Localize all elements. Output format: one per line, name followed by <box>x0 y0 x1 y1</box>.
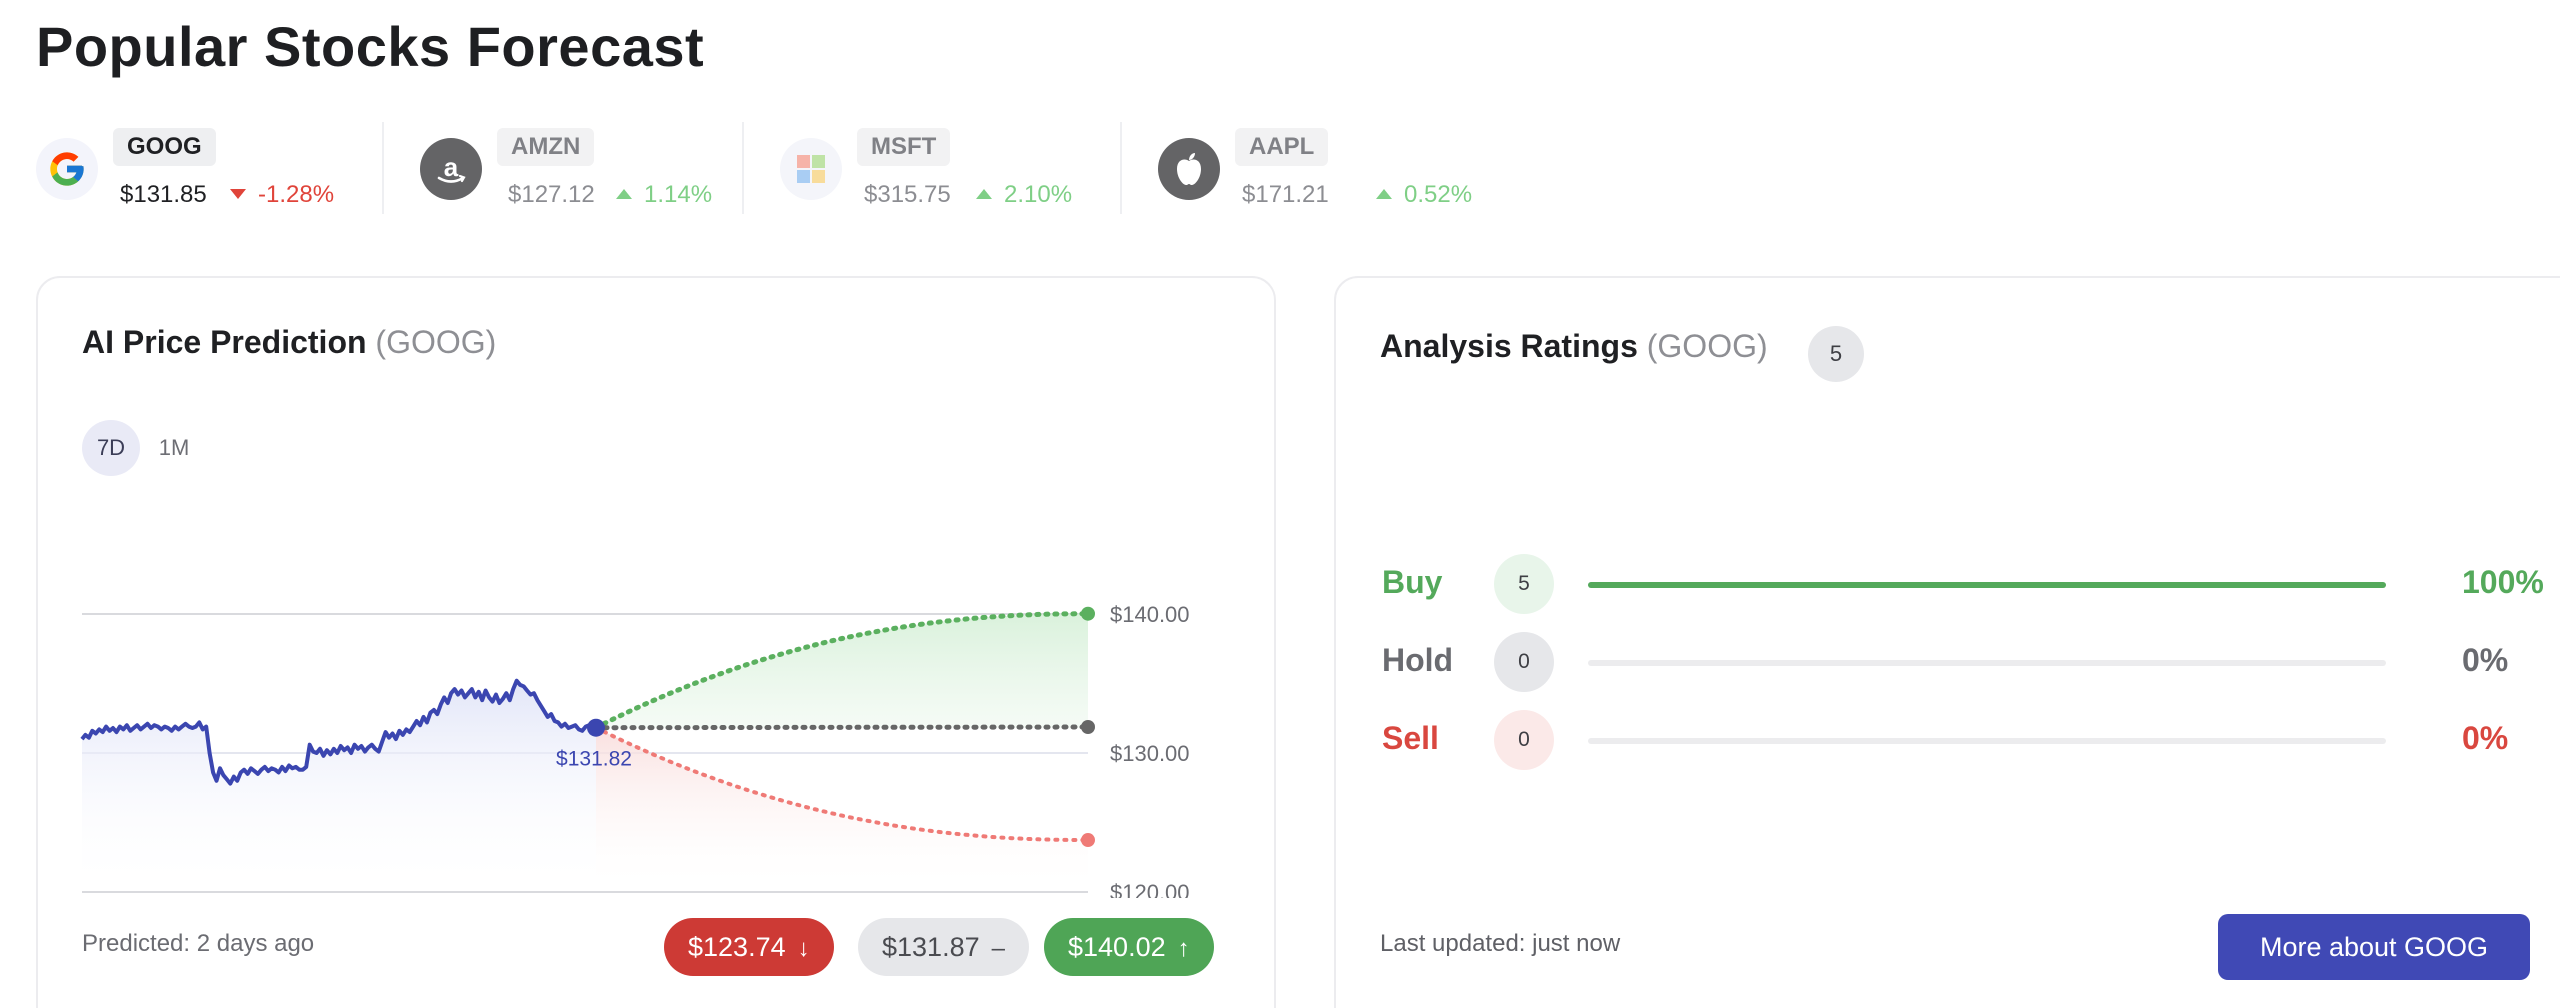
divider <box>1120 122 1122 214</box>
ticker-aapl[interactable]: AAPL $171.21 0.52% <box>1158 122 1472 218</box>
rating-badge: 0 <box>1494 710 1554 770</box>
rating-bar-track <box>1588 660 2386 666</box>
ticker-price: $171.21 <box>1242 181 1329 208</box>
rating-count-badge: 5 <box>1808 326 1864 382</box>
current-price-label: $131.82 <box>556 748 632 771</box>
forecast-low-area <box>596 727 1088 892</box>
dash-icon: – <box>991 935 1005 962</box>
forecast-avg-line <box>593 724 1091 731</box>
last-updated-label: Last updated: just now <box>1380 930 1621 957</box>
history-line <box>80 678 598 786</box>
more-about-button[interactable]: More about GOOG <box>2218 914 2530 980</box>
ticker-change: 1.14% <box>616 180 712 210</box>
page-title: Popular Stocks Forecast <box>36 15 705 78</box>
triangle-down-icon <box>230 188 246 199</box>
rating-badge: 0 <box>1494 632 1554 692</box>
avg-forecast-pill[interactable]: $131.87– <box>858 918 1029 976</box>
forecast-low-line <box>594 725 1090 842</box>
current-price-point <box>587 718 605 737</box>
ticker-msft[interactable]: MSFT $315.75 2.10% <box>780 122 1080 218</box>
svg-text:a: a <box>444 152 459 182</box>
ticker-price: $127.12 <box>508 181 595 208</box>
triangle-up-icon <box>976 188 992 199</box>
forecast-low-point <box>1081 833 1095 848</box>
rating-bar-track <box>1588 582 2386 588</box>
rating-label: Hold <box>1382 642 1454 678</box>
history-area <box>82 680 596 892</box>
rating-badge: 5 <box>1494 554 1554 614</box>
triangle-up-icon <box>1376 188 1392 199</box>
ticker-change: -1.28% <box>230 180 334 210</box>
arrow-down-icon: ↓ <box>797 935 810 962</box>
arrow-up-icon: ↑ <box>1177 935 1190 962</box>
rating-label: Buy <box>1382 564 1443 600</box>
rating-percent: 0% <box>2462 642 2509 678</box>
range-tab-7d[interactable]: 7D <box>82 420 140 476</box>
y-tick-label: $140.00 <box>1110 602 1190 627</box>
rating-label: Sell <box>1382 720 1439 756</box>
forecast-high-line <box>593 611 1091 731</box>
triangle-up-icon <box>616 188 632 199</box>
ticker-change: 2.10% <box>976 180 1072 210</box>
range-tab-1m[interactable]: 1M <box>158 435 190 460</box>
ai-price-prediction-card: AI Price Prediction (GOOG) 7D 1M $140.00… <box>36 276 1276 1008</box>
ticker-amzn[interactable]: a AMZN $127.12 1.14% <box>420 122 720 218</box>
ticker-symbol: AAPL <box>1235 128 1329 166</box>
rating-row-sell: Sell 0 0% <box>1382 710 2560 770</box>
rating-bar-track <box>1588 738 2386 744</box>
ticker-price: $315.75 <box>864 181 951 208</box>
divider <box>742 122 744 214</box>
price-forecast-chart: $140.00 $130.00 $120.00 $131.82 <box>80 602 1190 898</box>
rating-bar-fill <box>1588 582 2386 588</box>
forecast-high-area <box>596 613 1088 728</box>
rating-percent: 0% <box>2462 720 2509 756</box>
card-title: AI Price Prediction (GOOG) <box>82 324 497 360</box>
amazon-icon: a <box>420 138 482 200</box>
apple-icon <box>1158 138 1220 200</box>
google-icon <box>36 138 98 200</box>
ticker-goog[interactable]: GOOG $131.85 -1.28% <box>36 122 336 218</box>
y-tick-label: $130.00 <box>1110 741 1190 766</box>
ticker-symbol: MSFT <box>857 128 951 166</box>
high-forecast-pill[interactable]: $140.02 ↑ <box>1044 918 1214 976</box>
forecast-high-point <box>1081 606 1095 621</box>
divider <box>382 122 384 214</box>
forecast-avg-point <box>1081 720 1095 735</box>
ticker-row: GOOG $131.85 -1.28% a AMZN $127.12 1.14%… <box>36 122 1556 218</box>
ticker-symbol: AMZN <box>497 128 595 166</box>
rating-row-buy: Buy 5 100% <box>1382 554 2560 614</box>
card-title: Analysis Ratings (GOOG) <box>1380 328 1768 364</box>
ticker-change: 0.52% <box>1376 180 1472 210</box>
ticker-symbol: GOOG <box>113 128 216 166</box>
rating-percent: 100% <box>2462 564 2544 600</box>
predicted-label: Predicted: 2 days ago <box>82 930 315 957</box>
microsoft-icon <box>780 138 842 200</box>
low-forecast-pill[interactable]: $123.74 ↓ <box>664 918 834 976</box>
rating-row-hold: Hold 0 0% <box>1382 632 2560 692</box>
analysis-ratings-card: Analysis Ratings (GOOG) 5 Buy 5 100% Hol… <box>1334 276 2560 1008</box>
y-tick-label: $120.00 <box>1110 880 1190 898</box>
ticker-price: $131.85 <box>120 181 207 208</box>
